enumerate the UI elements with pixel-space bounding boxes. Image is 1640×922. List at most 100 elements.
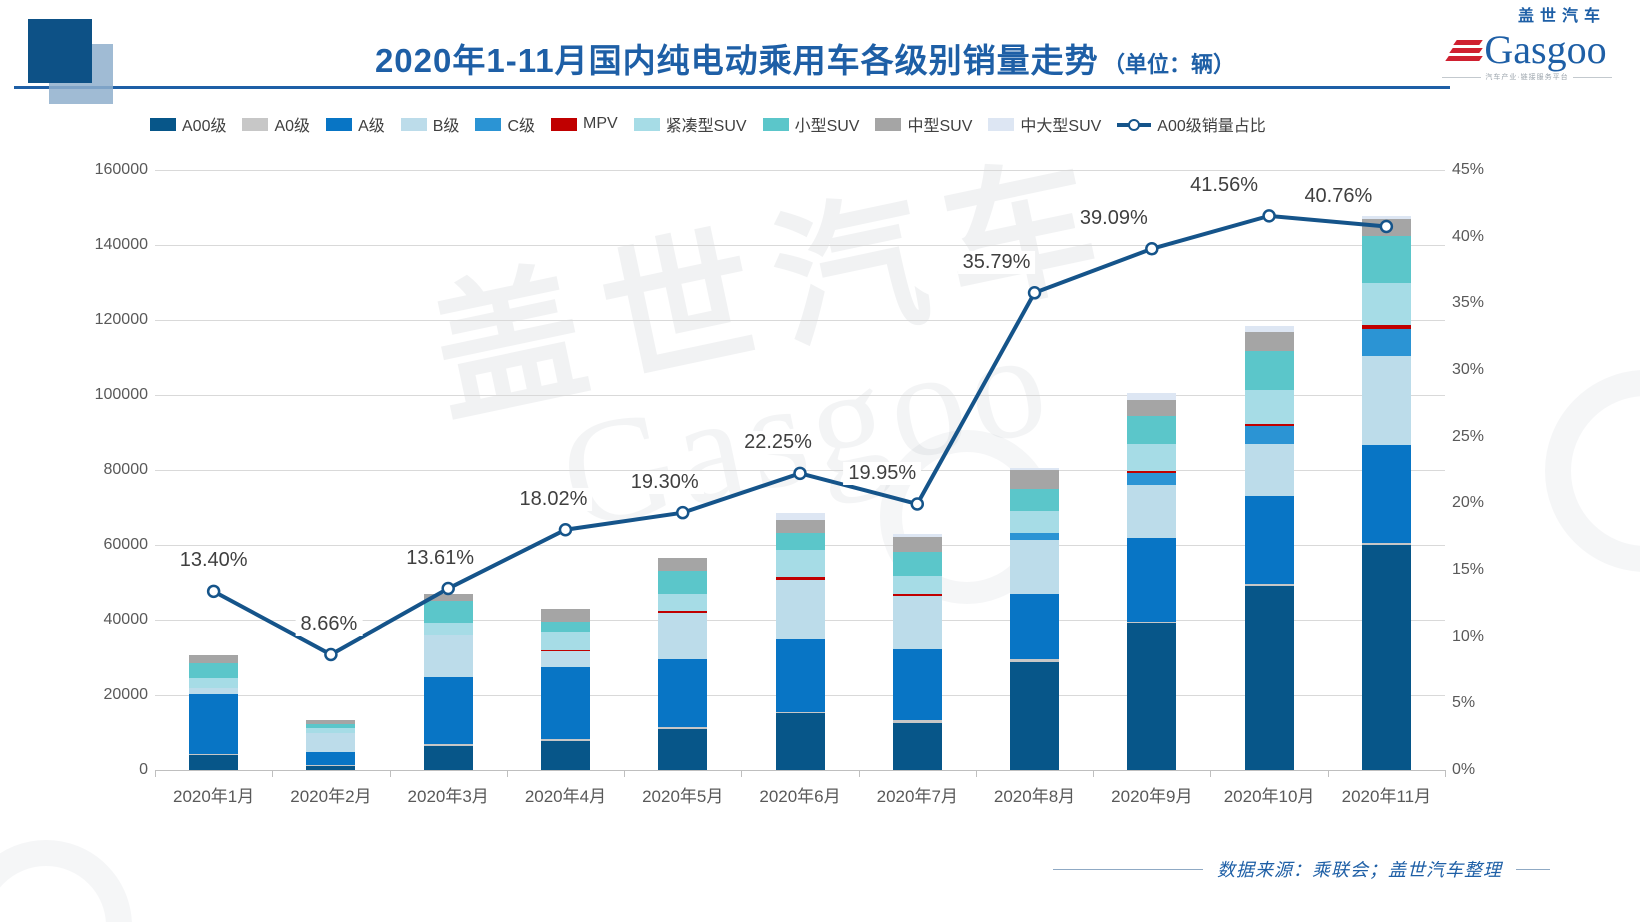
legend-swatch-icon: [400, 117, 427, 131]
bar-segment-A0级: [306, 764, 356, 766]
y-axis-label-left: 20000: [103, 686, 149, 703]
bar-segment-MPV: [1127, 470, 1177, 473]
y-axis-label-right: 45%: [1452, 161, 1485, 178]
source-footer: 数据来源：乘联会；盖世汽车整理: [1053, 856, 1550, 882]
percentage-data-label: 18.02%: [514, 487, 593, 511]
watermark-circle-1: [0, 840, 132, 922]
legend-swatch-icon: [551, 117, 577, 131]
legend-swatch-icon: [475, 117, 502, 131]
line-marker: [675, 505, 690, 520]
x-axis-label: 2020年9月: [1111, 787, 1193, 806]
bar-segment-小型SUV: [306, 723, 356, 729]
bar-segment-A0级: [1010, 659, 1060, 663]
bar-segment-小型SUV: [423, 601, 473, 624]
legend-label: 中大型SUV: [1020, 118, 1102, 135]
bar-segment-中型SUV: [1127, 400, 1177, 416]
line-marker: [1262, 209, 1276, 223]
bar-segment-A级: [1244, 495, 1294, 585]
bar-segment-小型SUV: [1127, 415, 1177, 445]
y-axis-label-right: 30%: [1452, 361, 1485, 378]
bar-segment-B级: [423, 635, 473, 678]
bar-segment-紧凑型SUV: [1244, 390, 1294, 424]
y-axis-label-left: 40000: [103, 611, 149, 628]
bar-segment-紧凑型SUV: [892, 575, 942, 594]
legend-item-MPV: MPV: [551, 115, 618, 133]
y-axis-label-left: 0: [139, 761, 148, 778]
bar-segment-MPV: [540, 649, 590, 652]
bar-segment-MPV: [1244, 423, 1294, 426]
legend-item-中型SUV: 中型SUV: [875, 112, 972, 136]
watermark-circle-2: [1545, 370, 1640, 572]
legend-label: A00级: [182, 118, 227, 135]
stacked-bar-2020年6月: [775, 512, 825, 770]
legend-item-中大型SUV: 中大型SUV: [988, 112, 1101, 136]
legend-label: A级: [358, 118, 385, 135]
y-axis-label-left: 140000: [94, 236, 148, 253]
bar-segment-小型SUV: [1244, 351, 1294, 391]
bar-segment-紧凑型SUV: [775, 549, 825, 578]
logo-tagline: 汽车产业·链接服务平台: [1442, 72, 1612, 82]
bar-segment-中型SUV: [1244, 332, 1294, 352]
gridline: [155, 395, 1445, 396]
bar-segment-中大型SUV: [1244, 326, 1294, 333]
legend-swatch-icon: [150, 117, 176, 131]
bar-segment-紧凑型SUV: [1127, 444, 1177, 471]
chart-unit-label: （单位：辆）: [1103, 52, 1236, 77]
bar-segment-C级: [1244, 425, 1294, 444]
bar-segment-紧凑型SUV: [1361, 283, 1411, 325]
page-title: 2020年1-11月国内纯电动乘用车各级别销量走势 （单位：辆）: [170, 34, 1440, 82]
logo-wordmark: Gasgoo: [1484, 27, 1607, 72]
percentage-data-label: 8.66%: [295, 612, 363, 636]
bar-segment-A00级: [1127, 623, 1177, 770]
x-axis-tick: [741, 770, 743, 777]
decoration-dark-square: [28, 19, 92, 83]
bar-segment-中型SUV: [540, 608, 590, 622]
bar-segment-紧凑型SUV: [1010, 510, 1060, 533]
stacked-bar-2020年9月: [1127, 392, 1177, 770]
bar-segment-中型SUV: [658, 557, 708, 571]
bar-segment-B级: [658, 613, 708, 660]
legend-line-marker-icon: [1117, 118, 1152, 131]
bar-segment-B级: [306, 733, 356, 752]
legend-label: 小型SUV: [794, 118, 860, 135]
bar-segment-MPV: [892, 593, 942, 596]
legend-swatch-icon: [762, 117, 789, 131]
line-marker: [1145, 242, 1159, 256]
bar-segment-A级: [1361, 445, 1411, 543]
gridline: [155, 170, 1445, 171]
bar-segment-紧凑型SUV: [423, 623, 473, 635]
legend-label: 紧凑型SUV: [665, 118, 747, 135]
bar-segment-A00级: [1010, 662, 1060, 770]
bar-segment-A级: [189, 693, 239, 754]
bar-segment-B级: [1127, 485, 1177, 538]
legend-swatch-icon: [326, 117, 353, 131]
percentage-data-label: 13.61%: [401, 546, 480, 570]
x-axis-label: 2020年1月: [172, 787, 255, 806]
y-axis-label-right: 15%: [1452, 561, 1485, 578]
stacked-bar-2020年4月: [540, 608, 590, 770]
legend-item-C级: C级: [475, 112, 535, 136]
line-marker: [910, 497, 925, 511]
y-axis-label-left: 100000: [94, 386, 148, 403]
bar-segment-C级: [1127, 472, 1177, 486]
stacked-bar-2020年8月: [1010, 467, 1060, 770]
line-marker: [1379, 219, 1394, 234]
bar-segment-A00级: [1361, 544, 1411, 770]
legend-label: 中型SUV: [907, 118, 973, 135]
y-axis-label-left: 120000: [94, 311, 148, 328]
stacked-bar-2020年11月: [1361, 215, 1411, 770]
bar-segment-B级: [775, 579, 825, 639]
legend-label: C级: [507, 118, 535, 135]
line-marker: [206, 584, 221, 599]
bar-segment-紧凑型SUV: [658, 594, 708, 612]
bar-segment-A0级: [189, 753, 239, 755]
bar-segment-小型SUV: [1361, 236, 1411, 283]
bar-segment-A0级: [892, 720, 942, 724]
bar-segment-A级: [306, 751, 356, 765]
x-axis-tick: [1210, 770, 1212, 777]
line-marker: [793, 466, 807, 481]
bar-segment-A00级: [775, 713, 825, 770]
bar-segment-A0级: [775, 711, 825, 713]
bar-segment-A级: [658, 659, 708, 728]
bar-segment-中型SUV: [423, 593, 473, 602]
